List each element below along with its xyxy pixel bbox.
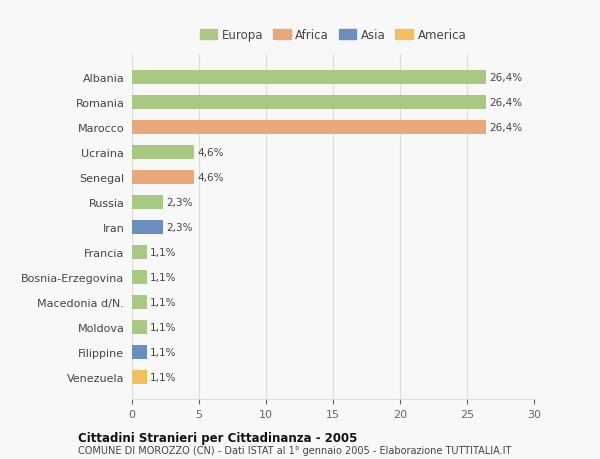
Text: 26,4%: 26,4% bbox=[489, 73, 522, 83]
Bar bbox=[132, 146, 194, 159]
Text: 2,3%: 2,3% bbox=[166, 197, 193, 207]
Bar bbox=[132, 95, 486, 109]
Bar bbox=[132, 370, 147, 384]
Bar bbox=[132, 121, 486, 134]
Text: 1,1%: 1,1% bbox=[150, 372, 176, 382]
Bar bbox=[132, 270, 147, 284]
Legend: Europa, Africa, Asia, America: Europa, Africa, Asia, America bbox=[197, 27, 469, 44]
Bar bbox=[132, 245, 147, 259]
Text: 1,1%: 1,1% bbox=[150, 322, 176, 332]
Text: 1,1%: 1,1% bbox=[150, 297, 176, 307]
Bar bbox=[132, 320, 147, 334]
Bar bbox=[132, 196, 163, 209]
Text: 1,1%: 1,1% bbox=[150, 247, 176, 257]
Text: 26,4%: 26,4% bbox=[489, 97, 522, 107]
Bar bbox=[132, 220, 163, 234]
Bar bbox=[132, 345, 147, 359]
Text: 2,3%: 2,3% bbox=[166, 222, 193, 232]
Text: 1,1%: 1,1% bbox=[150, 347, 176, 357]
Text: Cittadini Stranieri per Cittadinanza - 2005: Cittadini Stranieri per Cittadinanza - 2… bbox=[78, 431, 358, 444]
Text: 4,6%: 4,6% bbox=[197, 172, 223, 182]
Bar bbox=[132, 170, 194, 184]
Text: COMUNE DI MOROZZO (CN) - Dati ISTAT al 1° gennaio 2005 - Elaborazione TUTTITALIA: COMUNE DI MOROZZO (CN) - Dati ISTAT al 1… bbox=[78, 445, 511, 455]
Text: 26,4%: 26,4% bbox=[489, 123, 522, 133]
Bar bbox=[132, 295, 147, 309]
Text: 4,6%: 4,6% bbox=[197, 147, 223, 157]
Bar bbox=[132, 71, 486, 84]
Text: 1,1%: 1,1% bbox=[150, 272, 176, 282]
